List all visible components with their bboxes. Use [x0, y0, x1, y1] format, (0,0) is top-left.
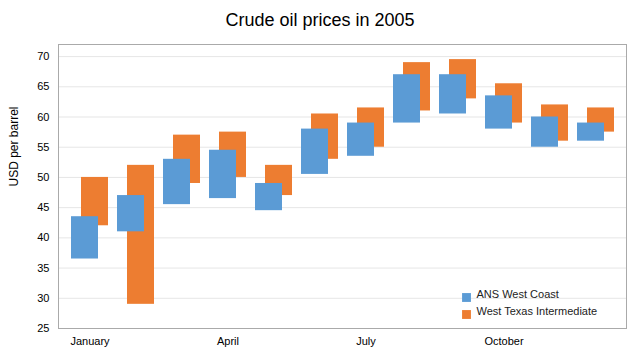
svg-text:30: 30 — [37, 292, 49, 304]
svg-text:70: 70 — [37, 50, 49, 62]
svg-text:July: July — [356, 335, 376, 347]
html-text:Crude oil prices in 2005: Crude oil prices in 2005 — [225, 10, 415, 30]
svg-text:40: 40 — [37, 231, 49, 243]
svg-text:January: January — [70, 335, 110, 347]
svg-text:45: 45 — [37, 201, 49, 213]
svg-text:October: October — [484, 335, 523, 347]
svg-text:25: 25 — [37, 322, 49, 334]
svg-text:West Texas Intermediate: West Texas Intermediate — [477, 305, 598, 317]
svg-text:50: 50 — [37, 171, 49, 183]
svg-text:35: 35 — [37, 262, 49, 274]
svg-text:ANS West Coast: ANS West Coast — [477, 288, 559, 300]
svg-text:USD per barrel: USD per barrel — [7, 106, 21, 186]
svg-text:65: 65 — [37, 80, 49, 92]
svg-text:55: 55 — [37, 141, 49, 153]
svg-text:April: April — [217, 335, 239, 347]
svg-text:60: 60 — [37, 111, 49, 123]
